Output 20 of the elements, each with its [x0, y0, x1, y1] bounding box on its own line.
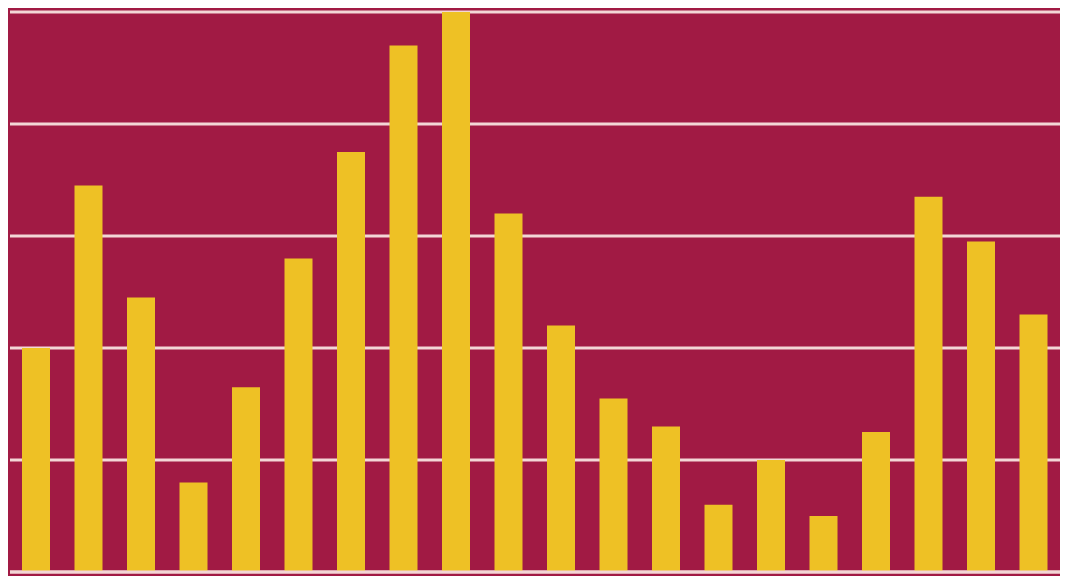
bar	[442, 12, 470, 572]
bar	[757, 460, 785, 572]
bar	[494, 213, 523, 572]
bar	[704, 504, 733, 572]
bar	[599, 398, 628, 572]
bar	[284, 258, 313, 572]
bar	[914, 196, 943, 572]
bar	[652, 426, 680, 572]
bar	[1019, 314, 1048, 572]
bar	[232, 387, 260, 572]
bar	[179, 482, 208, 572]
bar	[547, 325, 575, 572]
bar	[337, 152, 365, 572]
bar	[74, 185, 103, 572]
bar	[22, 348, 50, 572]
bar	[809, 516, 838, 572]
bar	[389, 45, 418, 572]
bar	[127, 297, 155, 572]
bar	[862, 432, 890, 572]
bar	[967, 241, 995, 572]
